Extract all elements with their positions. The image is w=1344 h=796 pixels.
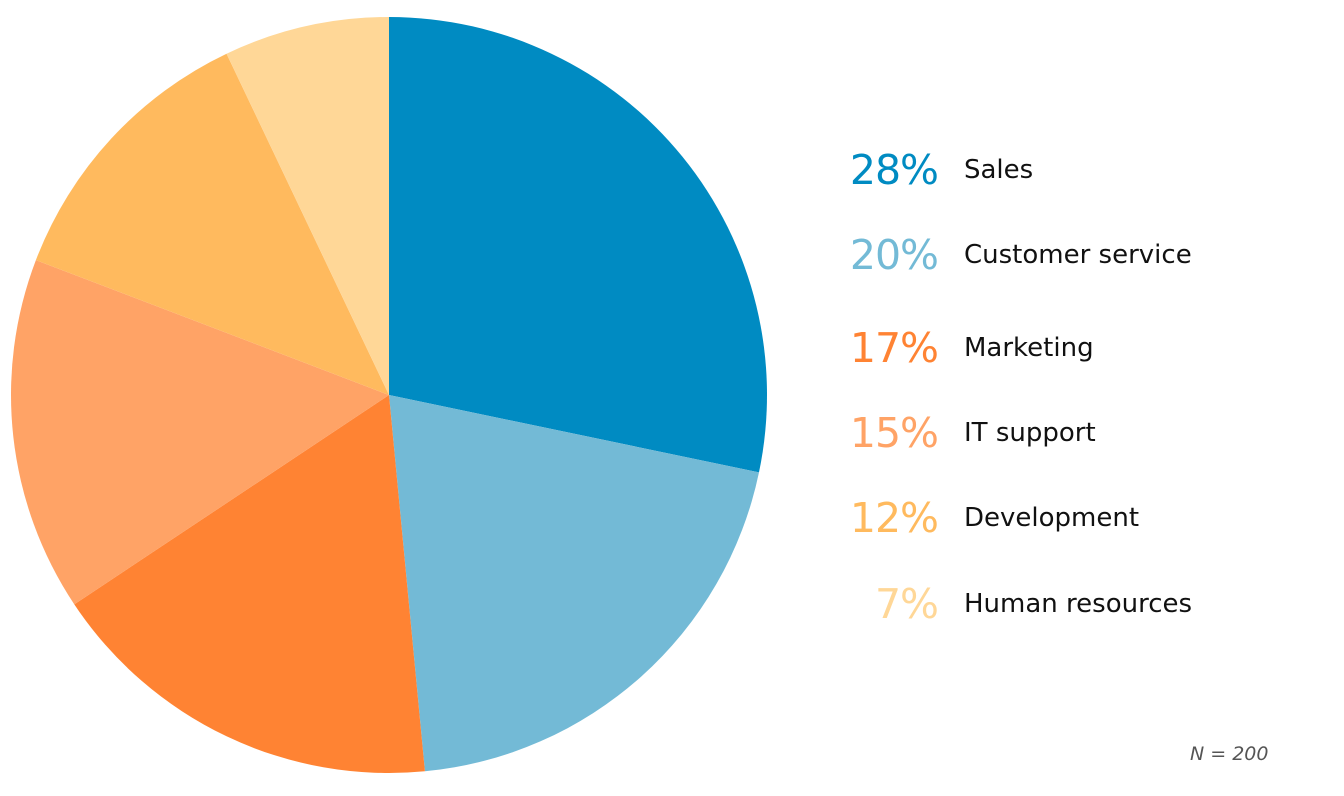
legend-item: 20% Customer service <box>820 225 1192 285</box>
legend-label: Customer service <box>964 240 1192 270</box>
sample-size-note: N = 200 <box>1190 743 1269 765</box>
pie-chart <box>10 17 768 773</box>
legend-item: 15% IT support <box>820 403 1096 463</box>
pie-slice-it-support <box>10 260 390 605</box>
legend-label: IT support <box>964 418 1096 448</box>
legend-item: 28% Sales <box>820 140 1033 200</box>
pie-slice-human-resources <box>226 17 389 395</box>
legend-label: Development <box>964 503 1140 533</box>
pie-slice-customer-service <box>389 395 759 772</box>
legend-label: Human resources <box>964 589 1193 619</box>
legend-label: Sales <box>964 155 1034 185</box>
legend-percent: 15% <box>849 409 939 457</box>
legend-percent: 28% <box>849 146 939 194</box>
legend-label: Marketing <box>964 333 1094 363</box>
pie-slice-development <box>35 53 389 396</box>
legend-percent: 20% <box>849 231 939 279</box>
legend-item: 7% Human resources <box>820 574 1192 634</box>
legend-percent: 12% <box>849 494 939 542</box>
legend-item: 12% Development <box>820 488 1139 548</box>
pie-slice-marketing <box>74 395 425 773</box>
legend-percent: 17% <box>849 324 939 372</box>
legend-percent: 7% <box>874 580 939 628</box>
legend-item: 17% Marketing <box>820 318 1094 378</box>
pie-slice-sales <box>389 17 768 473</box>
